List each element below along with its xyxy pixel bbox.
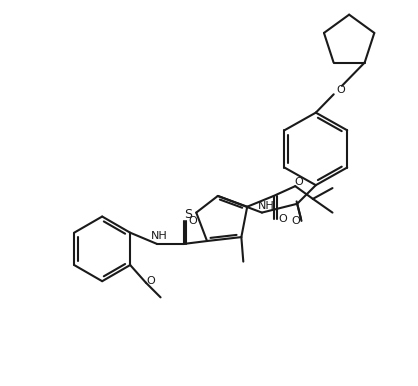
- Text: S: S: [184, 208, 192, 221]
- Text: O: O: [336, 85, 345, 95]
- Text: O: O: [146, 276, 155, 286]
- Text: O: O: [295, 177, 303, 187]
- Text: NH: NH: [150, 231, 167, 241]
- Text: O: O: [278, 215, 287, 225]
- Text: O: O: [188, 217, 197, 227]
- Text: NH: NH: [257, 201, 274, 211]
- Text: O: O: [291, 216, 300, 226]
